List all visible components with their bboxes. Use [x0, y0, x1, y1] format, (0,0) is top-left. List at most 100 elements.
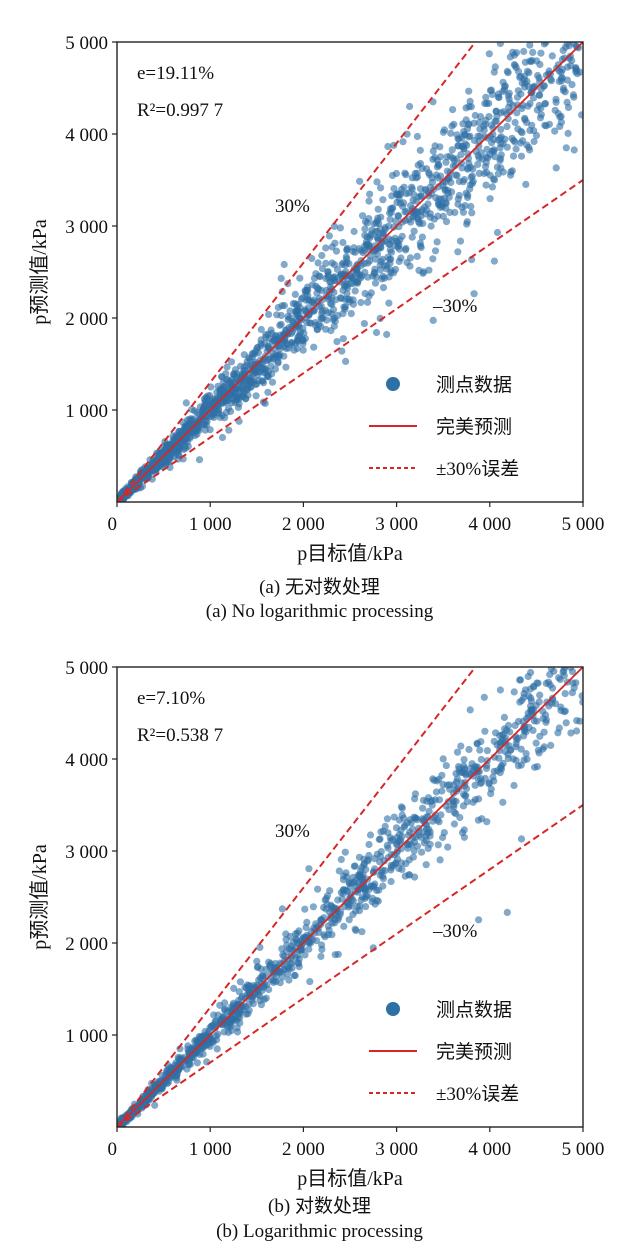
- data-point: [414, 161, 422, 169]
- data-point: [322, 244, 330, 252]
- data-point: [366, 257, 374, 265]
- data-point: [465, 120, 473, 128]
- data-point: [486, 195, 494, 203]
- data-point: [470, 290, 478, 298]
- data-point: [410, 813, 418, 821]
- data-point: [454, 248, 462, 256]
- data-point: [318, 251, 326, 260]
- data-point: [570, 146, 578, 154]
- data-point: [559, 46, 567, 55]
- data-point: [372, 328, 381, 337]
- legend-label-points: 测点数据: [436, 999, 512, 1021]
- data-point: [579, 698, 583, 706]
- data-point: [239, 389, 247, 397]
- data-point: [569, 679, 577, 687]
- data-point: [383, 841, 391, 849]
- data-point: [318, 945, 326, 953]
- data-point: [357, 247, 365, 255]
- data-point: [342, 869, 350, 877]
- data-point: [466, 97, 474, 105]
- data-point: [365, 851, 373, 860]
- data-point: [442, 158, 450, 166]
- data-point: [454, 195, 462, 203]
- data-point: [460, 833, 468, 841]
- data-point: [578, 692, 583, 700]
- data-point: [230, 370, 238, 378]
- x-tick-label: 3 000: [375, 1139, 418, 1160]
- data-point: [536, 114, 545, 122]
- data-point: [443, 781, 451, 789]
- data-point: [503, 908, 511, 916]
- data-point: [401, 246, 410, 254]
- y-tick-label: 4 000: [65, 750, 108, 771]
- data-point: [169, 453, 177, 461]
- x-tick-label: 2 000: [282, 514, 325, 535]
- data-point: [252, 392, 260, 400]
- data-point: [326, 887, 334, 895]
- data-point: [344, 295, 352, 303]
- data-point: [272, 335, 281, 343]
- data-point: [362, 903, 370, 911]
- data-point: [395, 257, 403, 265]
- data-point: [327, 327, 335, 335]
- data-point: [338, 347, 346, 355]
- data-point: [511, 118, 519, 127]
- data-point: [497, 164, 505, 172]
- error-band-lower-line: [117, 179, 583, 502]
- data-point: [537, 85, 545, 93]
- data-point: [408, 233, 416, 241]
- data-point: [263, 357, 271, 365]
- data-point: [256, 368, 264, 376]
- data-point: [400, 183, 408, 191]
- data-point: [327, 902, 336, 911]
- data-point: [453, 748, 462, 756]
- data-point: [366, 190, 374, 198]
- r-squared-annotation: R²=0.538 7: [137, 725, 223, 746]
- data-point: [223, 363, 231, 371]
- data-point: [521, 114, 529, 122]
- data-point: [317, 952, 325, 960]
- data-point: [511, 62, 519, 70]
- data-point: [339, 886, 347, 894]
- data-point: [294, 336, 302, 344]
- data-point: [336, 224, 344, 232]
- data-point: [351, 287, 359, 295]
- data-point: [482, 116, 490, 124]
- data-point: [334, 916, 342, 924]
- data-point: [512, 145, 520, 153]
- data-point: [193, 1059, 201, 1067]
- data-point: [340, 922, 348, 930]
- data-point: [308, 254, 316, 263]
- data-point: [310, 274, 319, 282]
- data-point: [535, 698, 543, 706]
- y-axis-label: p预测值/kPa: [28, 844, 51, 950]
- data-point: [350, 227, 358, 236]
- data-point: [460, 145, 468, 153]
- data-point: [516, 73, 524, 81]
- data-point: [189, 416, 197, 424]
- error-band-upper-line: [117, 42, 477, 502]
- data-point: [282, 344, 290, 353]
- data-point: [419, 804, 427, 812]
- data-point: [406, 102, 414, 111]
- data-point: [297, 295, 306, 303]
- data-point: [534, 746, 543, 754]
- data-point: [427, 222, 435, 230]
- data-point: [277, 311, 285, 320]
- data-point: [221, 1005, 229, 1013]
- data-point: [374, 233, 382, 241]
- data-point: [476, 113, 485, 121]
- data-point: [345, 916, 353, 924]
- data-point: [411, 833, 419, 841]
- data-point: [467, 202, 475, 211]
- data-point: [230, 984, 238, 992]
- data-point: [277, 274, 285, 282]
- data-point: [482, 764, 491, 772]
- data-point: [552, 164, 560, 172]
- data-point: [514, 734, 522, 742]
- data-point: [418, 848, 426, 856]
- data-point: [383, 330, 391, 339]
- data-point: [260, 983, 268, 991]
- data-point: [392, 859, 400, 867]
- data-point: [405, 189, 413, 197]
